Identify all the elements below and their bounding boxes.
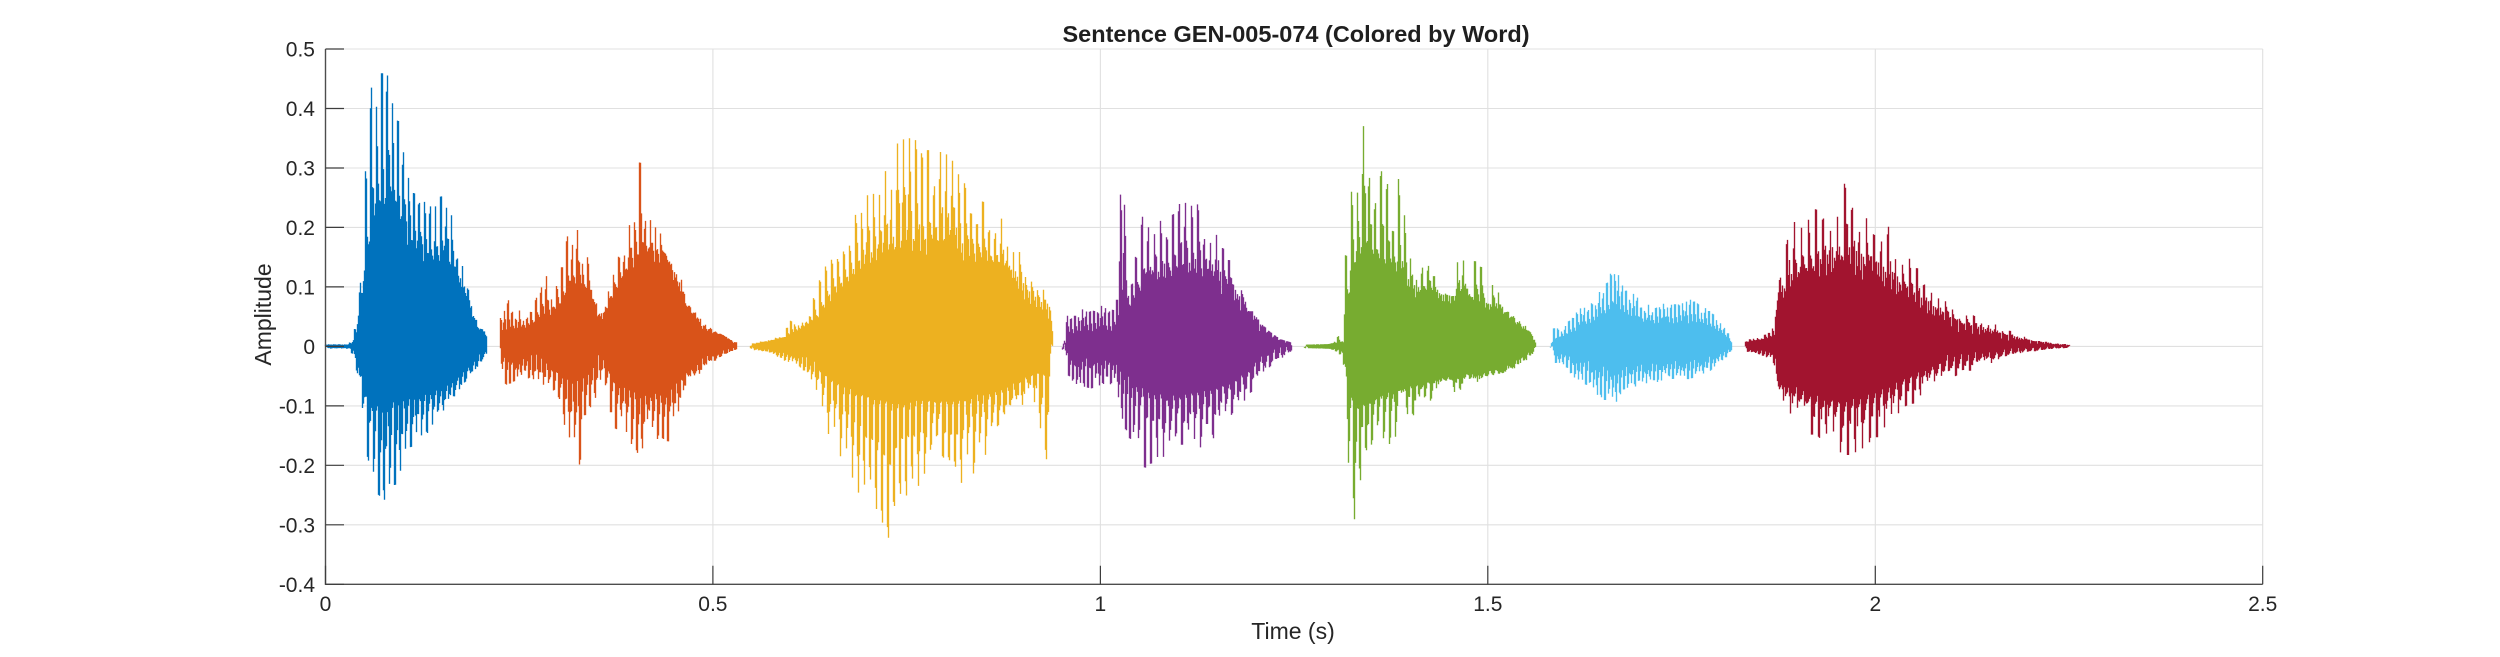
svg-text:0.1: 0.1 — [286, 277, 315, 300]
svg-text:0.5: 0.5 — [698, 593, 727, 616]
svg-text:1.5: 1.5 — [1473, 593, 1502, 616]
svg-text:-0.1: -0.1 — [279, 396, 315, 419]
svg-text:1: 1 — [1095, 593, 1107, 616]
svg-text:0.2: 0.2 — [286, 217, 315, 240]
svg-text:-0.4: -0.4 — [279, 574, 316, 597]
svg-text:Time (s): Time (s) — [1251, 618, 1334, 644]
svg-text:-0.3: -0.3 — [279, 514, 315, 537]
svg-text:0.3: 0.3 — [286, 158, 315, 181]
svg-text:0.4: 0.4 — [286, 98, 316, 121]
svg-text:Amplitude: Amplitude — [250, 263, 276, 365]
svg-text:2: 2 — [1869, 593, 1881, 616]
svg-text:2.5: 2.5 — [2248, 593, 2277, 616]
svg-text:0: 0 — [320, 593, 332, 616]
svg-text:Sentence GEN-005-074 (Colored: Sentence GEN-005-074 (Colored by Word) — [1062, 21, 1529, 47]
svg-text:-0.2: -0.2 — [279, 455, 315, 478]
svg-text:0: 0 — [303, 336, 315, 359]
svg-text:0.5: 0.5 — [286, 39, 315, 62]
